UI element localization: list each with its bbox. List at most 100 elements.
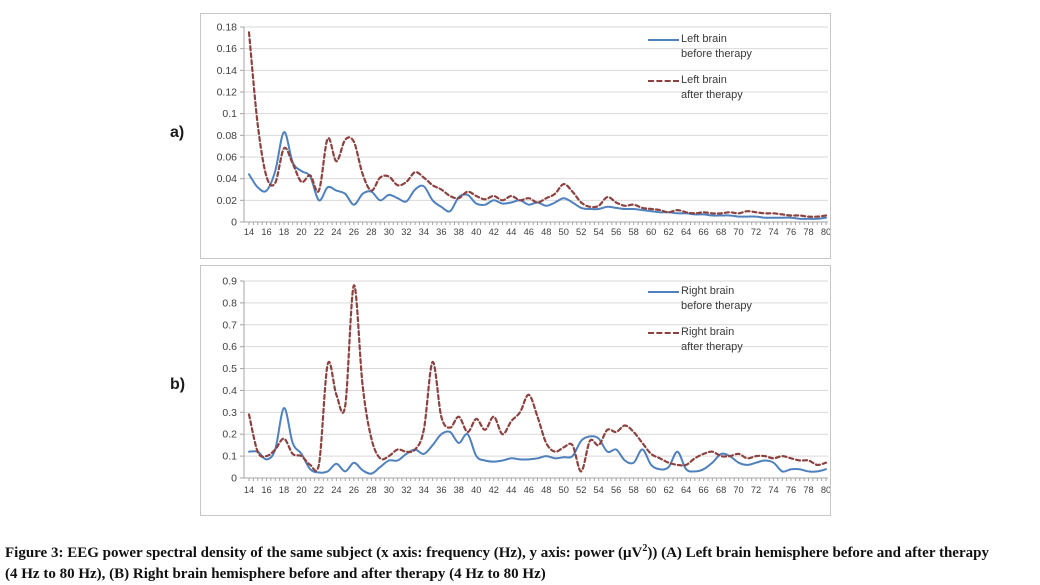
x-tick-label: 16 [261,227,271,237]
figure-caption: Figure 3: EEG power spectral density of … [5,538,1005,585]
legend-item-after-therapy: Right brain after therapy [648,325,752,354]
panel-label-b: b) [170,376,186,393]
legend-item-before-therapy: Left brain before therapy [648,32,752,61]
legend-label: Left brain before therapy [681,32,752,61]
x-tick-label: 74 [768,227,778,237]
legend-item-before-therapy: Right brain before therapy [648,284,752,313]
y-tick-label: 0.16 [217,43,238,55]
y-tick-label: 0.04 [217,173,238,185]
x-tick-label: 58 [628,227,638,237]
legend-label: Right brain after therapy [681,325,743,354]
legend-label-line1: Left brain [681,33,727,45]
x-tick-label: 70 [733,485,743,495]
x-tick-label: 18 [279,485,289,495]
y-tick-label: 0.1 [222,451,237,463]
x-tick-label: 34 [419,485,429,495]
x-tick-label: 76 [786,485,796,495]
x-tick-label: 38 [454,485,464,495]
x-tick-label: 66 [698,485,708,495]
y-tick-label: 0.3 [222,407,237,419]
figure-area: a) 0.18 0.16 0.14 0.12 0.1 0.08 0.06 0.04 0.02 0 1… [170,13,833,516]
chart-panel-b: b) 0.9 0.8 0.7 0.6 0.5 0.4 0.3 0.2 0.1 0 14 16 18 20 2… [170,265,831,516]
x-tick-label: 52 [576,485,586,495]
x-tick-label: 54 [594,485,604,495]
legend-line-sample-dashed [648,332,679,334]
x-tick-label: 32 [401,227,411,237]
legend-label-line1: Right brain [681,326,735,338]
x-tick-label: 26 [349,227,359,237]
x-tick-label: 54 [594,227,604,237]
x-tick-label: 64 [681,227,691,237]
y-tick-label: 0.9 [222,276,237,288]
y-tick-label: 0.8 [222,297,237,309]
x-tick-label: 34 [419,227,429,237]
x-tick-label: 20 [296,227,306,237]
x-tick-label: 38 [454,227,464,237]
y-tick-label: 0.14 [217,65,238,77]
x-tick-label: 50 [559,485,569,495]
y-tick-label: 0.08 [217,130,238,142]
series-line-left-brain-after-therapy [247,31,828,218]
x-tick-label: 66 [698,227,708,237]
x-tick-label: 56 [611,485,621,495]
series-line-left-brain-before-therapy [248,131,827,220]
x-tick-label: 78 [803,485,813,495]
legend-line-sample-solid [648,291,679,293]
x-tick-label: 48 [541,227,551,237]
x-tick-label: 68 [716,227,726,237]
y-tick-label: 0.4 [222,385,237,397]
x-tick-label: 62 [663,485,673,495]
x-tick-label: 42 [489,485,499,495]
x-tick-label: 24 [331,227,341,237]
x-tick-label: 20 [296,485,306,495]
legend-line-sample-dashed [648,80,679,82]
line-chart-left-brain: 0.18 0.16 0.14 0.12 0.1 0.08 0.06 0.04 0.02 0 14 16… [217,22,830,238]
legend-chart-a: Left brain before therapy Left brain aft… [648,32,752,102]
x-tick-label: 50 [559,227,569,237]
y-tick-label: 0.6 [222,341,237,353]
caption-superscript: 2 [642,543,648,554]
x-tick-label: 32 [401,485,411,495]
x-tick-label: 22 [314,227,324,237]
x-tick-label: 16 [261,485,271,495]
x-tick-label: 80 [821,485,830,495]
x-tick-label: 80 [821,227,830,237]
legend-label-line2: before therapy [681,299,752,312]
x-tick-label: 72 [751,227,761,237]
x-tick-label: 18 [279,227,289,237]
legend-item-after-therapy: Left brain after therapy [648,73,752,102]
x-tick-label: 62 [663,227,673,237]
x-tick-label: 46 [524,485,534,495]
x-tick-label: 44 [506,485,516,495]
legend-label-line2: after therapy [681,340,743,353]
x-tick-label: 28 [366,227,376,237]
line-chart-right-brain: 0.9 0.8 0.7 0.6 0.5 0.4 0.3 0.2 0.1 0 14 16 18 20 22 24… [222,276,830,496]
y-tick-label: 0.7 [222,319,237,331]
x-tick-label: 60 [646,227,656,237]
y-tick-label: 0.1 [222,108,237,120]
x-tick-label: 14 [244,485,254,495]
legend-label: Left brain after therapy [681,73,743,102]
x-tick-label: 48 [541,485,551,495]
x-tick-label: 78 [803,227,813,237]
y-tick-label: 0.06 [217,152,238,164]
y-tick-label: 0 [231,217,237,229]
legend-label-line1: Right brain [681,285,735,297]
y-tick-label: 0.12 [217,87,238,99]
x-tick-label: 36 [436,485,446,495]
x-tick-label: 30 [384,485,394,495]
x-tick-label: 40 [471,485,481,495]
legend-label-line2: after therapy [681,88,743,101]
y-tick-label: 0.2 [222,429,237,441]
panel-label-a: a) [170,124,185,141]
x-tick-label: 30 [384,227,394,237]
x-tick-label: 76 [786,227,796,237]
x-tick-label: 60 [646,485,656,495]
x-tick-label: 24 [331,485,341,495]
x-tick-label: 36 [436,227,446,237]
y-tick-label: 0.5 [222,363,237,375]
x-tick-label: 46 [524,227,534,237]
x-tick-label: 74 [768,485,778,495]
x-tick-label: 70 [733,227,743,237]
caption-text-2: )) (A) Left brain hemisphere before and … [5,545,989,582]
